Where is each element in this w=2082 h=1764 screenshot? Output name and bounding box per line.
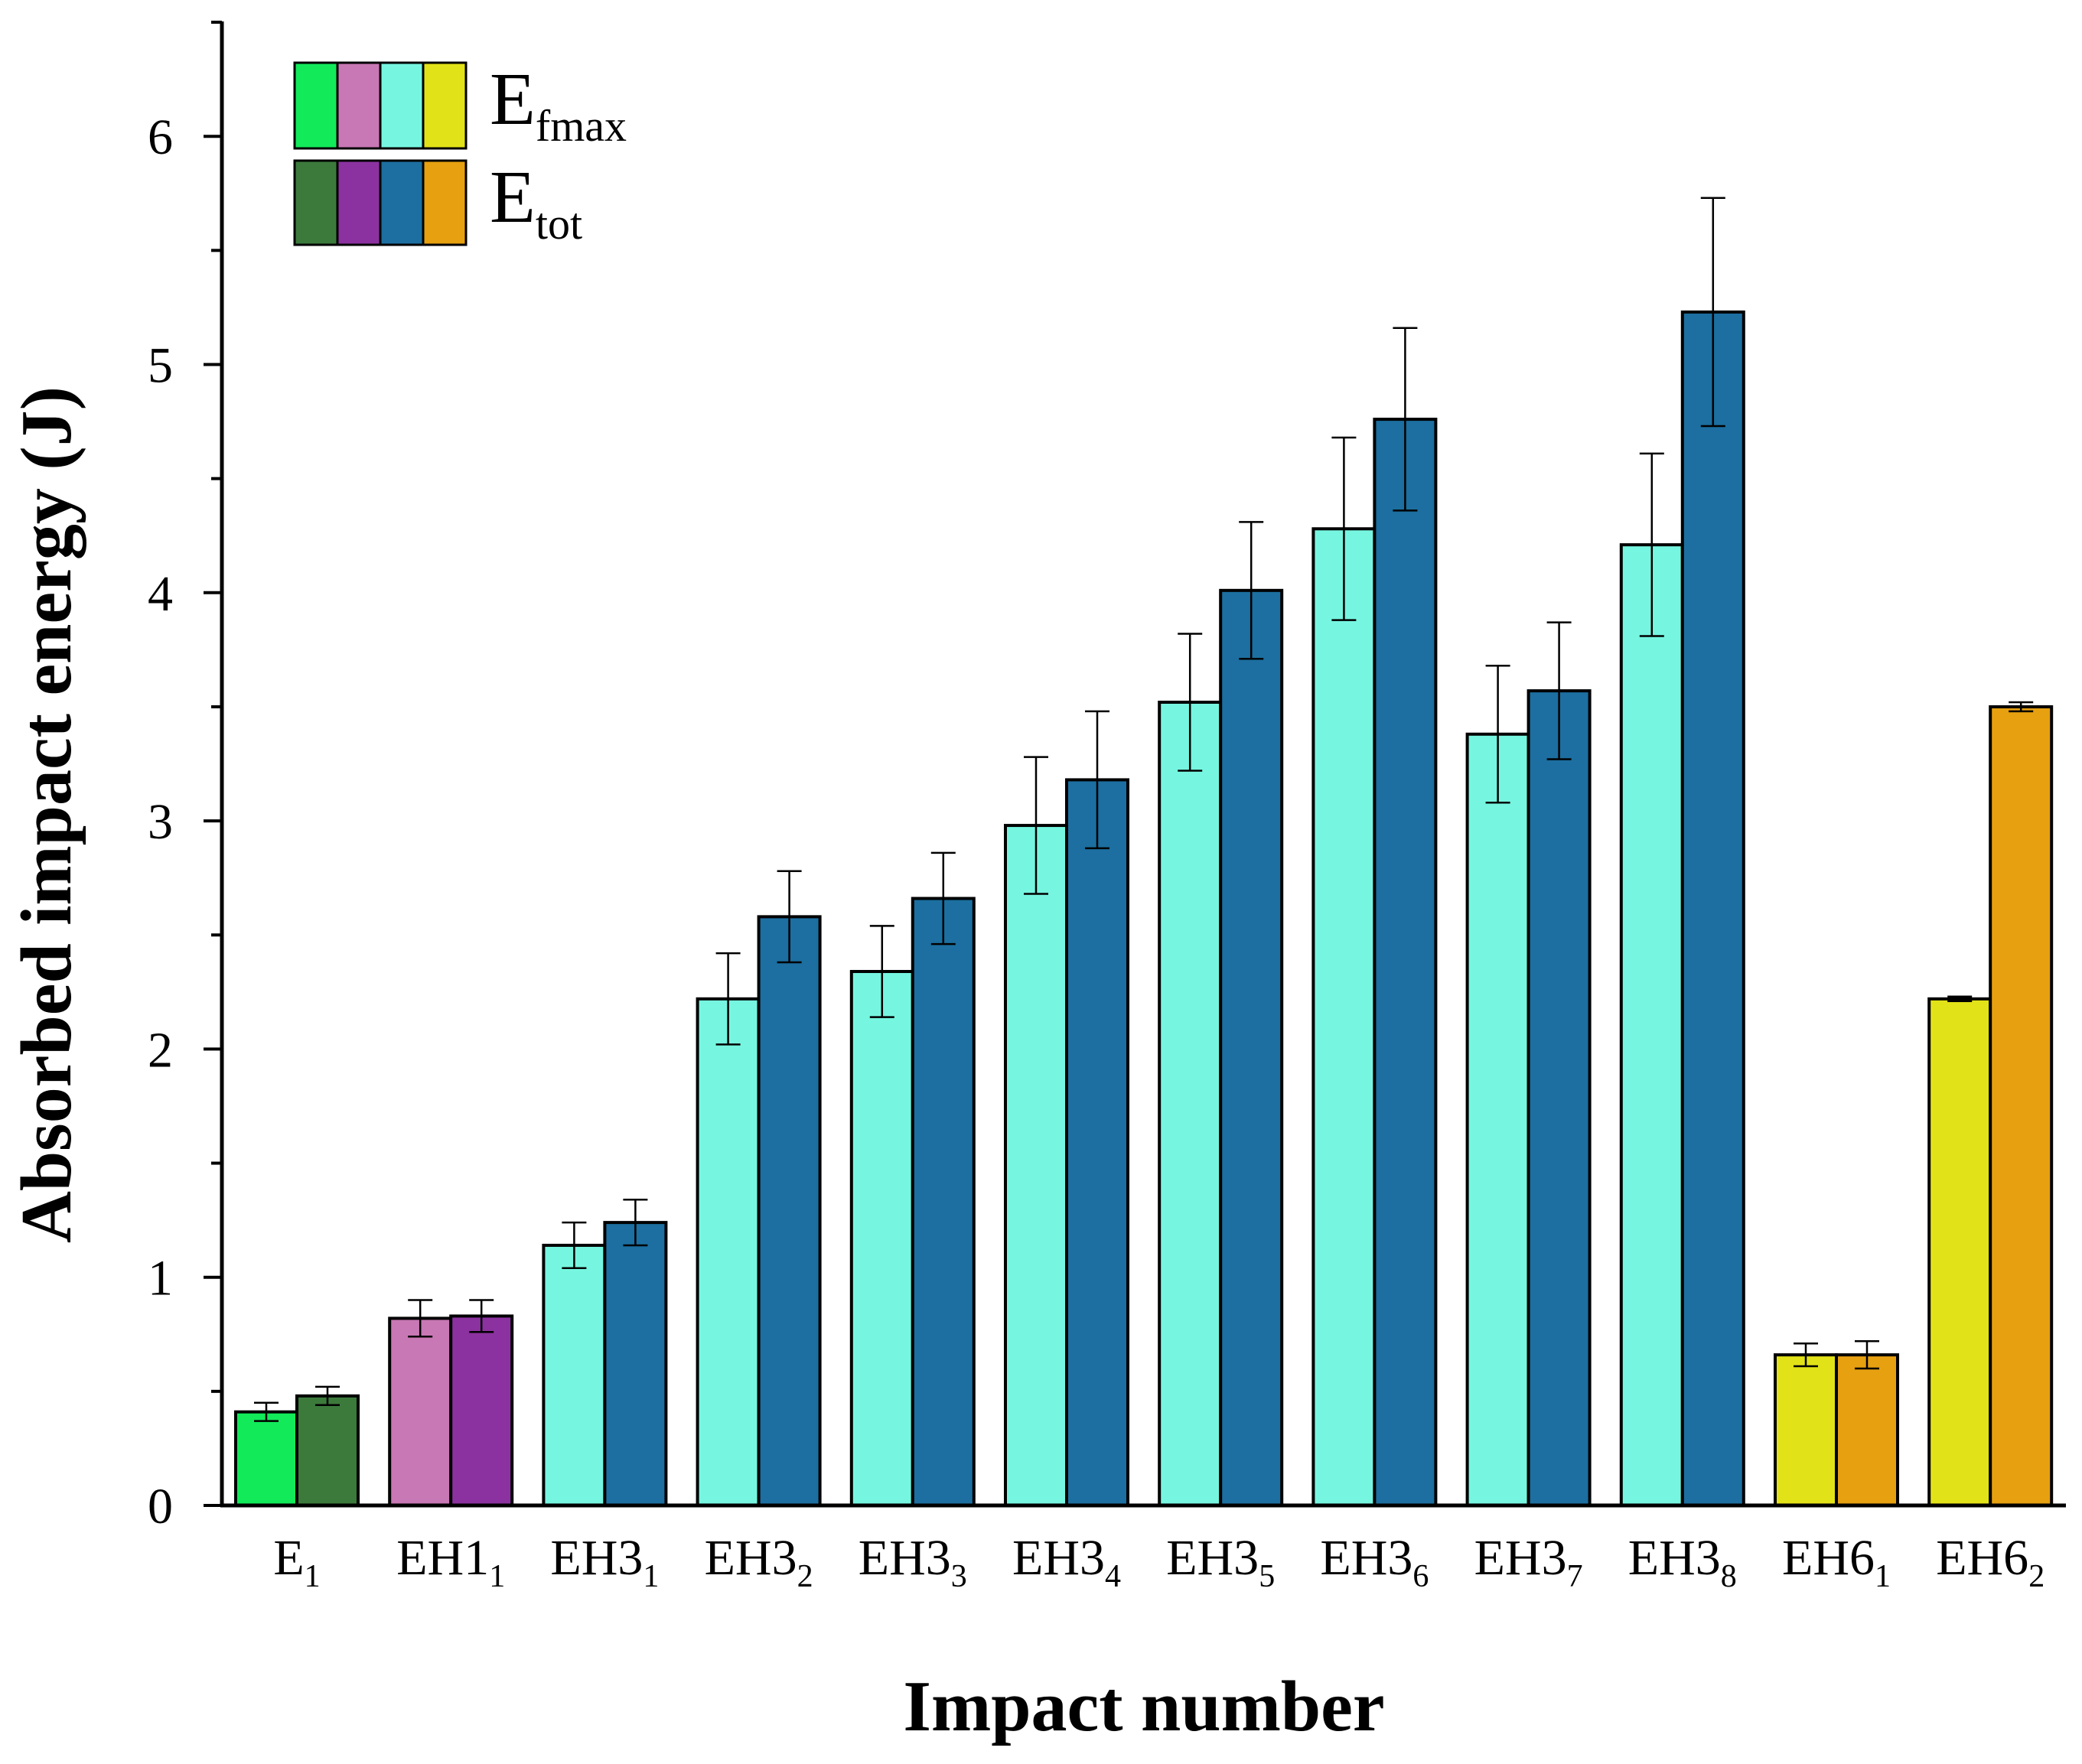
bar-E_tot-10 xyxy=(1835,1353,1899,1507)
error-bar-E_fmax-5 xyxy=(1024,756,1048,895)
bar-E_tot-4 xyxy=(911,897,976,1507)
bar-E_fmax-3 xyxy=(696,997,761,1508)
x-tick-label: EH37 xyxy=(1474,1530,1583,1594)
legend-entry-E_tot: Etot xyxy=(293,156,582,249)
y-tick-label: 2 xyxy=(148,1022,173,1078)
legend-label-E_tot: Etot xyxy=(490,156,582,249)
legend-swatch-E1 xyxy=(293,61,339,150)
error-bar-E_fmax-4 xyxy=(869,925,894,1018)
error-bar-E_tot-7 xyxy=(1393,327,1418,512)
legend-swatch-E1 xyxy=(293,159,339,246)
bar-E_tot-11 xyxy=(1989,705,2054,1508)
legend-swatch-EH1 xyxy=(336,61,382,150)
error-bar-E_tot-3 xyxy=(777,870,802,964)
bars-layer xyxy=(234,310,2054,1508)
bar-E_fmax-6 xyxy=(1158,700,1223,1507)
x-axis-title: Impact number xyxy=(903,1667,1384,1746)
legend-swatch-EH6 xyxy=(422,61,468,150)
error-bar-E_tot-1 xyxy=(469,1299,494,1333)
bar-E_tot-6 xyxy=(1219,588,1284,1507)
y-axis-title: Absorbed impact energy (J) xyxy=(7,386,86,1243)
x-tick-label: EH34 xyxy=(1012,1530,1121,1594)
legend-swatch-EH1 xyxy=(336,159,382,246)
bar-E_fmax-11 xyxy=(1927,997,1992,1508)
x-tick-labels: E1 EH11 EH31 EH32 EH33 EH34 EH35 EH36 EH37 EH38 EH… xyxy=(273,1530,2045,1594)
x-tick-label: EH38 xyxy=(1628,1530,1737,1594)
bar-E_tot-2 xyxy=(603,1221,668,1508)
bar-E_tot-1 xyxy=(449,1314,514,1508)
y-tick-label: 0 xyxy=(148,1479,173,1535)
x-tick-label: EH61 xyxy=(1782,1530,1891,1594)
bar-E_fmax-10 xyxy=(1774,1353,1838,1507)
error-bars-layer xyxy=(254,197,2034,1422)
legend-label-E_fmax: Efmax xyxy=(490,58,627,151)
bar-E_fmax-1 xyxy=(388,1316,453,1508)
x-tick-label: EH32 xyxy=(705,1530,813,1594)
y-tick-label: 3 xyxy=(148,794,173,850)
error-bar-E_fmax-7 xyxy=(1331,436,1357,621)
error-bar-E_fmax-2 xyxy=(562,1221,587,1270)
x-tick-label: EH36 xyxy=(1320,1530,1429,1594)
error-bar-E_fmax-11 xyxy=(1947,995,1973,1003)
bar-E_tot-3 xyxy=(757,915,822,1507)
error-bar-E_fmax-9 xyxy=(1639,452,1664,637)
bar-E_fmax-7 xyxy=(1311,527,1377,1507)
error-bar-E_tot-9 xyxy=(1700,197,1725,428)
error-bar-E_fmax-8 xyxy=(1485,665,1510,804)
error-bar-E_tot-2 xyxy=(623,1199,648,1247)
bar-E_tot-0 xyxy=(295,1394,360,1508)
axes-layer xyxy=(204,21,2066,1508)
y-tick-label: 1 xyxy=(148,1251,173,1307)
error-bar-E_tot-10 xyxy=(1855,1339,1879,1370)
bar-E_tot-9 xyxy=(1680,310,1745,1507)
error-bar-E_fmax-6 xyxy=(1178,633,1203,772)
bar-E_fmax-4 xyxy=(849,969,914,1507)
x-tick-label: EH31 xyxy=(550,1530,659,1594)
x-tick-label: EH11 xyxy=(396,1530,505,1594)
bar-E_fmax-0 xyxy=(234,1410,298,1508)
legend-entry-E_fmax: Efmax xyxy=(293,58,627,151)
error-bar-E_tot-5 xyxy=(1085,710,1109,850)
bar-E_fmax-2 xyxy=(542,1243,607,1507)
y-tick-label: 5 xyxy=(148,338,173,394)
x-tick-label: EH62 xyxy=(1936,1530,2045,1594)
error-bar-E_tot-11 xyxy=(2009,701,2034,713)
error-bar-E_tot-8 xyxy=(1546,621,1572,760)
x-tick-label: EH35 xyxy=(1166,1530,1275,1594)
error-bar-E_fmax-10 xyxy=(1794,1342,1818,1368)
bar-E_tot-7 xyxy=(1373,418,1438,1507)
error-bar-E_tot-4 xyxy=(930,851,956,945)
x-tick-label: EH33 xyxy=(859,1530,967,1594)
y-tick-label: 6 xyxy=(148,109,173,165)
error-bar-E_fmax-3 xyxy=(715,952,741,1046)
x-tick-label: E1 xyxy=(273,1530,320,1594)
error-bar-E_fmax-0 xyxy=(254,1401,279,1422)
y-tick-label: 4 xyxy=(148,566,173,622)
bar-E_fmax-8 xyxy=(1465,732,1530,1507)
legend-swatch-EH3 xyxy=(379,61,425,150)
error-bar-E_tot-0 xyxy=(315,1385,340,1406)
bar-E_fmax-9 xyxy=(1619,543,1684,1507)
bar-E_fmax-5 xyxy=(1004,824,1068,1508)
legend-swatch-EH3 xyxy=(379,159,425,246)
error-bar-E_tot-6 xyxy=(1239,521,1264,660)
error-bar-E_fmax-1 xyxy=(408,1299,433,1338)
legend-swatch-EH6 xyxy=(422,159,468,246)
y-tick-labels: 0 1 2 3 4 5 6 xyxy=(148,109,173,1535)
bar-E_tot-8 xyxy=(1526,689,1592,1507)
bar-E_tot-5 xyxy=(1065,778,1129,1507)
